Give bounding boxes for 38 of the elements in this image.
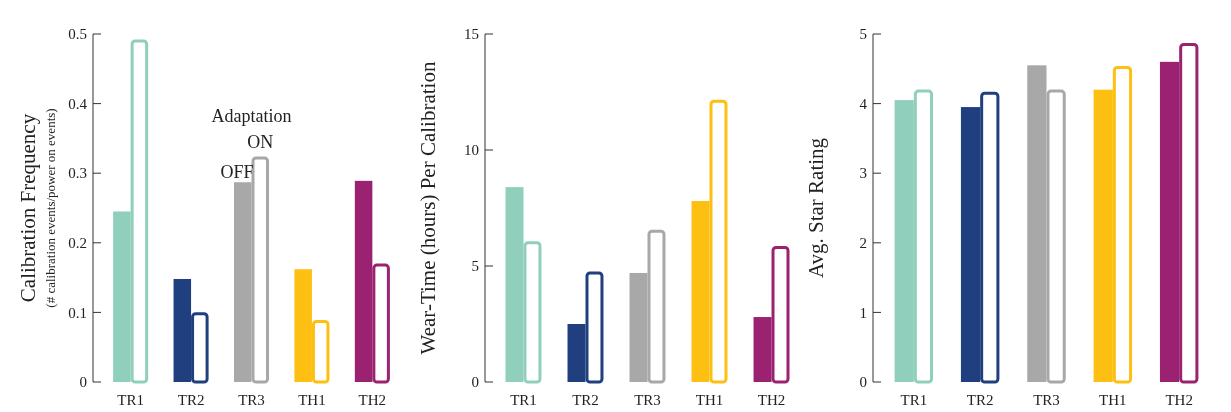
y-tick-label: 0.3 xyxy=(68,165,87,182)
y-axis-title: Wear-Time (hours) Per Calibration xyxy=(416,61,440,355)
y-tick-label: 1 xyxy=(859,304,867,321)
y-tick-label: 0 xyxy=(859,374,867,391)
y-axis-title: Calibration Frequency xyxy=(16,113,40,303)
x-tick-label: TR3 xyxy=(238,392,265,408)
x-tick-label: TH2 xyxy=(1165,392,1193,408)
x-tick-label: TH2 xyxy=(757,392,786,408)
y-tick-label: 0.5 xyxy=(68,26,87,43)
x-tick-label: TH1 xyxy=(1099,392,1127,408)
y-tick-label: 10 xyxy=(464,142,479,159)
text: (# calibration events/power on events) xyxy=(43,108,58,308)
legend-title: Adaptation xyxy=(211,105,292,126)
y-tick-label: 2 xyxy=(859,235,867,252)
y-tick-label: 0 xyxy=(471,374,479,391)
x-tick-label: TH2 xyxy=(358,392,387,408)
y-axis-title: Avg. Star Rating xyxy=(804,137,828,279)
y-tick-label: 5 xyxy=(859,26,867,43)
y-tick-label: 15 xyxy=(464,26,479,43)
x-tick-label: TH1 xyxy=(298,392,326,408)
x-tick-label: TR2 xyxy=(572,392,599,408)
y-tick-label: 0 xyxy=(79,374,87,391)
y-tick-label: 0.1 xyxy=(68,304,87,321)
y-tick-label: 5 xyxy=(471,258,479,275)
x-tick-label: TR1 xyxy=(510,392,537,408)
x-tick-label: TH1 xyxy=(695,392,724,408)
x-tick-label: TR3 xyxy=(1033,392,1060,408)
x-tick-label: TR3 xyxy=(634,392,661,408)
annotation: ON xyxy=(247,131,274,152)
x-tick-label: TR2 xyxy=(966,392,994,408)
x-tick-label: TR1 xyxy=(900,392,928,408)
y-tick-label: 0.4 xyxy=(68,95,88,112)
annotation: OFF xyxy=(220,162,254,183)
y-tick-label: 4 xyxy=(859,95,868,112)
x-tick-label: TR1 xyxy=(117,392,144,408)
y-tick-label: 3 xyxy=(859,165,867,182)
y-tick-label: 0.2 xyxy=(68,235,87,252)
x-tick-label: TR2 xyxy=(177,392,205,408)
